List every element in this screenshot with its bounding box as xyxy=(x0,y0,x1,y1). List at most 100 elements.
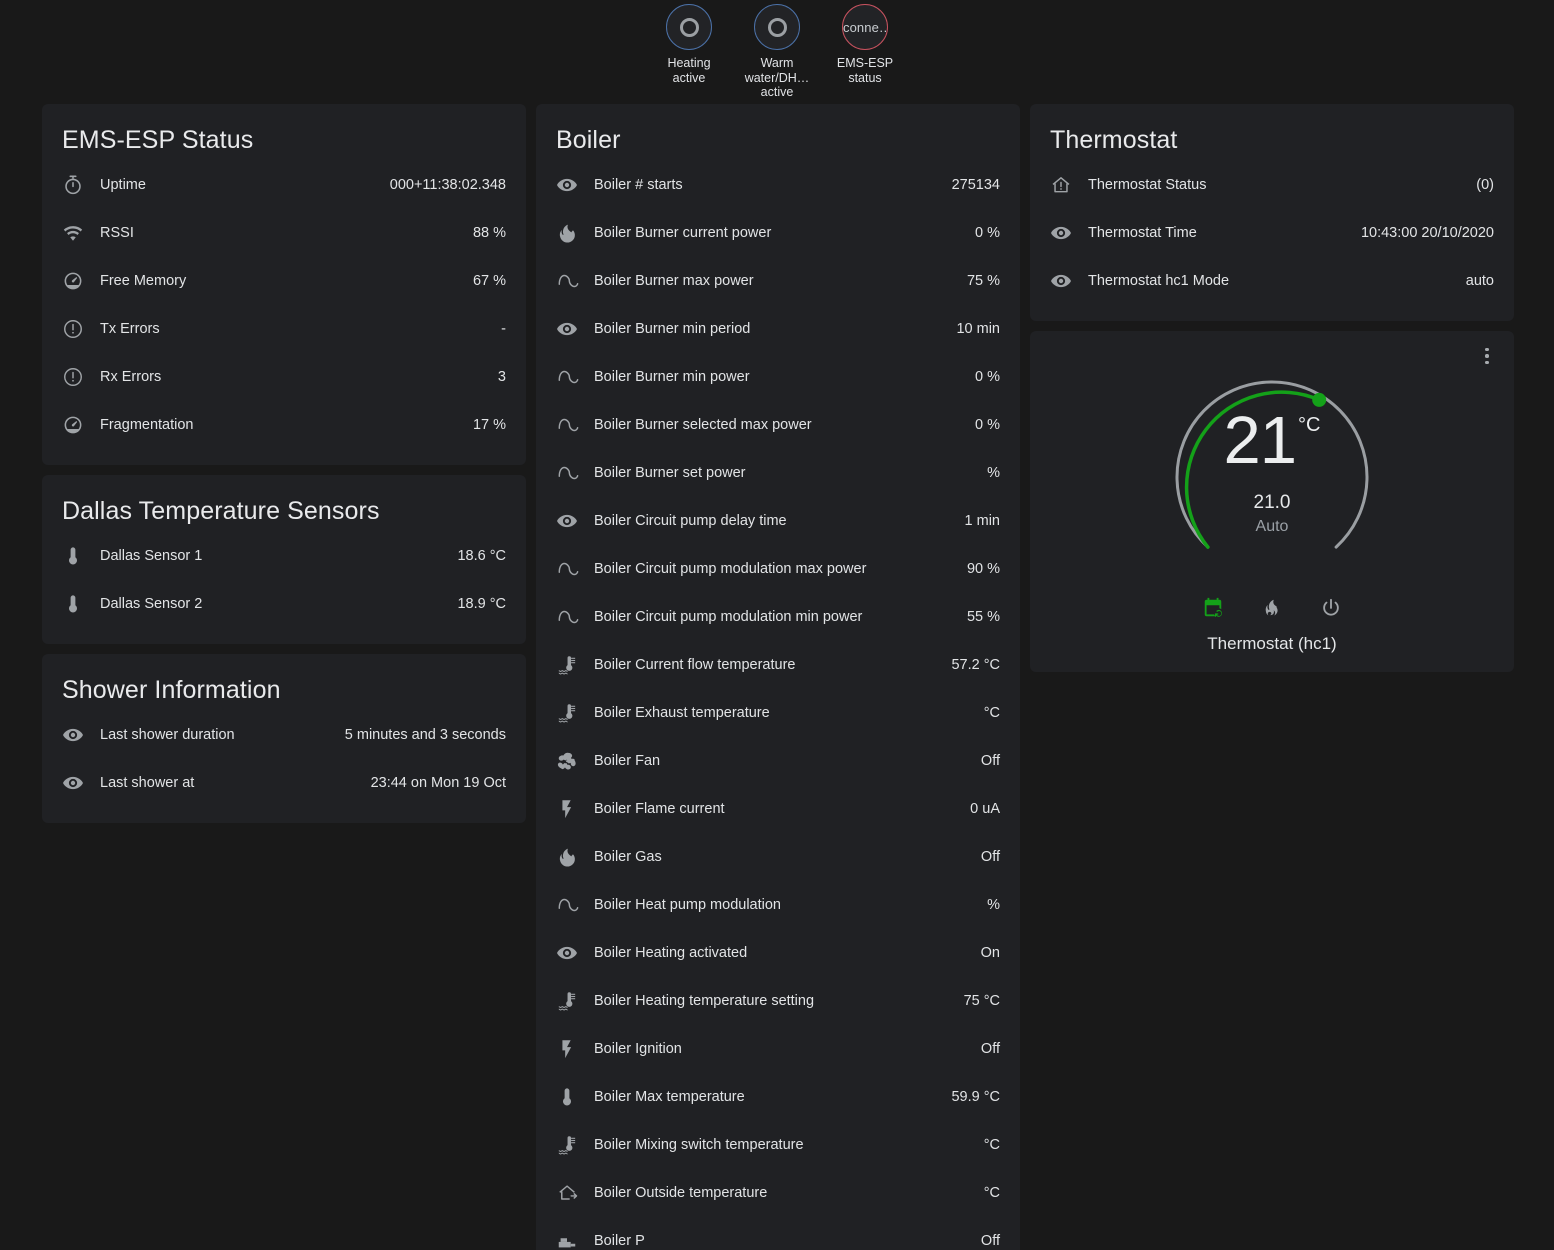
thermostat-dial[interactable]: 21 °C 21.0 Auto xyxy=(1157,359,1387,589)
list-item[interactable]: Dallas Sensor 2 18.9 °C xyxy=(42,580,526,628)
list-item-label: Thermostat hc1 Mode xyxy=(1088,273,1230,289)
sine-wave-icon xyxy=(556,270,594,292)
dial-handle[interactable] xyxy=(1312,392,1327,407)
dial-value-arc xyxy=(1184,390,1321,549)
list-item[interactable]: Boiler Circuit pump delay time 1 min xyxy=(536,497,1020,545)
column-middle: Boiler Boiler # starts 275134 Boiler Burne… xyxy=(536,104,1020,1250)
more-options-icon[interactable] xyxy=(1476,343,1498,369)
list-item[interactable]: Boiler Burner max power 75 % xyxy=(536,257,1020,305)
badge-heating-active[interactable]: Heating active xyxy=(652,4,726,85)
list-item-value: °C xyxy=(983,705,1000,721)
list-item[interactable]: Boiler Circuit pump modulation max power… xyxy=(536,545,1020,593)
list-item[interactable]: Last shower duration 5 minutes and 3 seco… xyxy=(42,711,526,759)
list-item[interactable]: Free Memory 67 % xyxy=(42,257,526,305)
badge-strip: Heating active Warm water/DH… active con… xyxy=(0,0,1554,104)
sine-wave-icon xyxy=(556,894,594,916)
eye-icon xyxy=(556,510,594,532)
list-item[interactable]: Fragmentation 17 % xyxy=(42,401,526,449)
list-item[interactable]: Uptime 000+11:38:02.348 xyxy=(42,161,526,209)
list-item-value: °C xyxy=(983,1185,1000,1201)
fire-icon[interactable] xyxy=(1259,595,1285,621)
list-item[interactable]: Boiler Outside temperature °C xyxy=(536,1169,1020,1217)
dial-track xyxy=(1175,380,1369,549)
fire-icon xyxy=(556,222,594,244)
list-item[interactable]: Tx Errors - xyxy=(42,305,526,353)
list-item-value: 10 min xyxy=(956,321,1000,337)
sine-wave-icon xyxy=(556,462,594,484)
eye-icon xyxy=(62,724,100,746)
list-item[interactable]: Boiler # starts 275134 xyxy=(536,161,1020,209)
list-item[interactable]: Dallas Sensor 1 18.6 °C xyxy=(42,532,526,580)
coolant-temp-icon xyxy=(556,654,594,676)
dial-mode-actions xyxy=(1030,595,1514,621)
sine-wave-icon xyxy=(556,558,594,580)
list-item[interactable]: Boiler Burner current power 0 % xyxy=(536,209,1020,257)
list-item[interactable]: Boiler Gas Off xyxy=(536,833,1020,881)
list-item-label: Boiler # starts xyxy=(594,177,683,193)
list-item-value: 10:43:00 20/10/2020 xyxy=(1360,225,1494,241)
thermostat-rows: Thermostat Status (0) Thermostat Time 10:43… xyxy=(1030,161,1514,305)
list-item-value: % xyxy=(987,897,1000,913)
list-item-label: Last shower duration xyxy=(100,727,235,743)
list-item[interactable]: Boiler Heating temperature setting 75 °C xyxy=(536,977,1020,1025)
list-item[interactable]: Boiler Circuit pump modulation min power… xyxy=(536,593,1020,641)
list-item[interactable]: Boiler Ignition Off xyxy=(536,1025,1020,1073)
list-item-value: 0 uA xyxy=(970,801,1000,817)
gauge-icon xyxy=(62,414,100,436)
list-item[interactable]: Boiler Flame current 0 uA xyxy=(536,785,1020,833)
list-item-label: Tx Errors xyxy=(100,321,160,337)
list-item-value: 3 xyxy=(497,369,506,385)
list-item-value: 5 minutes and 3 seconds xyxy=(344,727,506,743)
list-item[interactable]: Boiler Mixing switch temperature °C xyxy=(536,1121,1020,1169)
list-item[interactable]: Rx Errors 3 xyxy=(42,353,526,401)
list-item[interactable]: Boiler P Off xyxy=(536,1217,1020,1250)
list-item-value: 1 min xyxy=(964,513,1000,529)
badge-label: EMS-ESP status xyxy=(836,56,894,85)
card-boiler: Boiler Boiler # starts 275134 Boiler Burne… xyxy=(536,104,1020,1250)
list-item[interactable]: Boiler Burner selected max power 0 % xyxy=(536,401,1020,449)
list-item-label: Rx Errors xyxy=(100,369,162,385)
list-item[interactable]: Thermostat Status (0) xyxy=(1030,161,1514,209)
badge-warm-water-active[interactable]: Warm water/DH… active xyxy=(740,4,814,100)
list-item[interactable]: Boiler Heat pump modulation% xyxy=(536,881,1020,929)
list-item[interactable]: RSSI 88 % xyxy=(42,209,526,257)
list-item[interactable]: Boiler Max temperature 59.9 °C xyxy=(536,1073,1020,1121)
list-item-value: % xyxy=(987,465,1000,481)
power-icon[interactable] xyxy=(1318,595,1344,621)
badge-ems-esp-status[interactable]: conne… EMS-ESP status xyxy=(828,4,902,85)
list-item[interactable]: Boiler Fan Off xyxy=(536,737,1020,785)
list-item[interactable]: Boiler Burner set power% xyxy=(536,449,1020,497)
eye-icon xyxy=(556,174,594,196)
list-item-label: Boiler Heat pump modulation xyxy=(594,897,781,913)
eye-icon xyxy=(1050,222,1088,244)
badge-circle: conne… xyxy=(842,4,888,50)
list-item-label: Boiler Max temperature xyxy=(594,1089,745,1105)
list-item-label: Boiler Burner max power xyxy=(594,273,754,289)
list-item[interactable]: Boiler Burner min period 10 min xyxy=(536,305,1020,353)
list-item[interactable]: Thermostat hc1 Mode auto xyxy=(1030,257,1514,305)
list-item[interactable]: Boiler Heating activated On xyxy=(536,929,1020,977)
list-item[interactable]: Boiler Exhaust temperature °C xyxy=(536,689,1020,737)
eye-icon xyxy=(62,772,100,794)
list-item-value: 18.6 °C xyxy=(457,548,506,564)
list-item-label: Boiler Circuit pump modulation max power xyxy=(594,561,867,577)
list-item-value: 0 % xyxy=(975,417,1000,433)
list-item-label: Boiler Outside temperature xyxy=(594,1185,768,1201)
list-item-value: - xyxy=(501,321,506,337)
list-item-value: (0) xyxy=(1476,177,1494,193)
coolant-temp-icon xyxy=(556,702,594,724)
list-item[interactable]: Thermostat Time 10:43:00 20/10/2020 xyxy=(1030,209,1514,257)
list-item[interactable]: Last shower at 23:44 on Mon 19 Oct xyxy=(42,759,526,807)
badge-state-text: conne… xyxy=(843,19,887,35)
list-item-value: 0 % xyxy=(975,369,1000,385)
wifi-icon xyxy=(62,222,100,244)
dashboard-columns: EMS-ESP Status Uptime 000+11:38:02.348 RSS… xyxy=(0,104,1554,1250)
badge-circle xyxy=(754,4,800,50)
card-thermostat-dial: 21 °C 21.0 Auto xyxy=(1030,331,1514,672)
list-item[interactable]: Boiler Burner min power 0 % xyxy=(536,353,1020,401)
list-item-label: Boiler Gas xyxy=(594,849,662,865)
list-item[interactable]: Boiler Current flow temperature 57.2 °C xyxy=(536,641,1020,689)
gauge-icon xyxy=(62,270,100,292)
fan-icon xyxy=(556,750,594,772)
calendar-sync-icon[interactable] xyxy=(1200,595,1226,621)
